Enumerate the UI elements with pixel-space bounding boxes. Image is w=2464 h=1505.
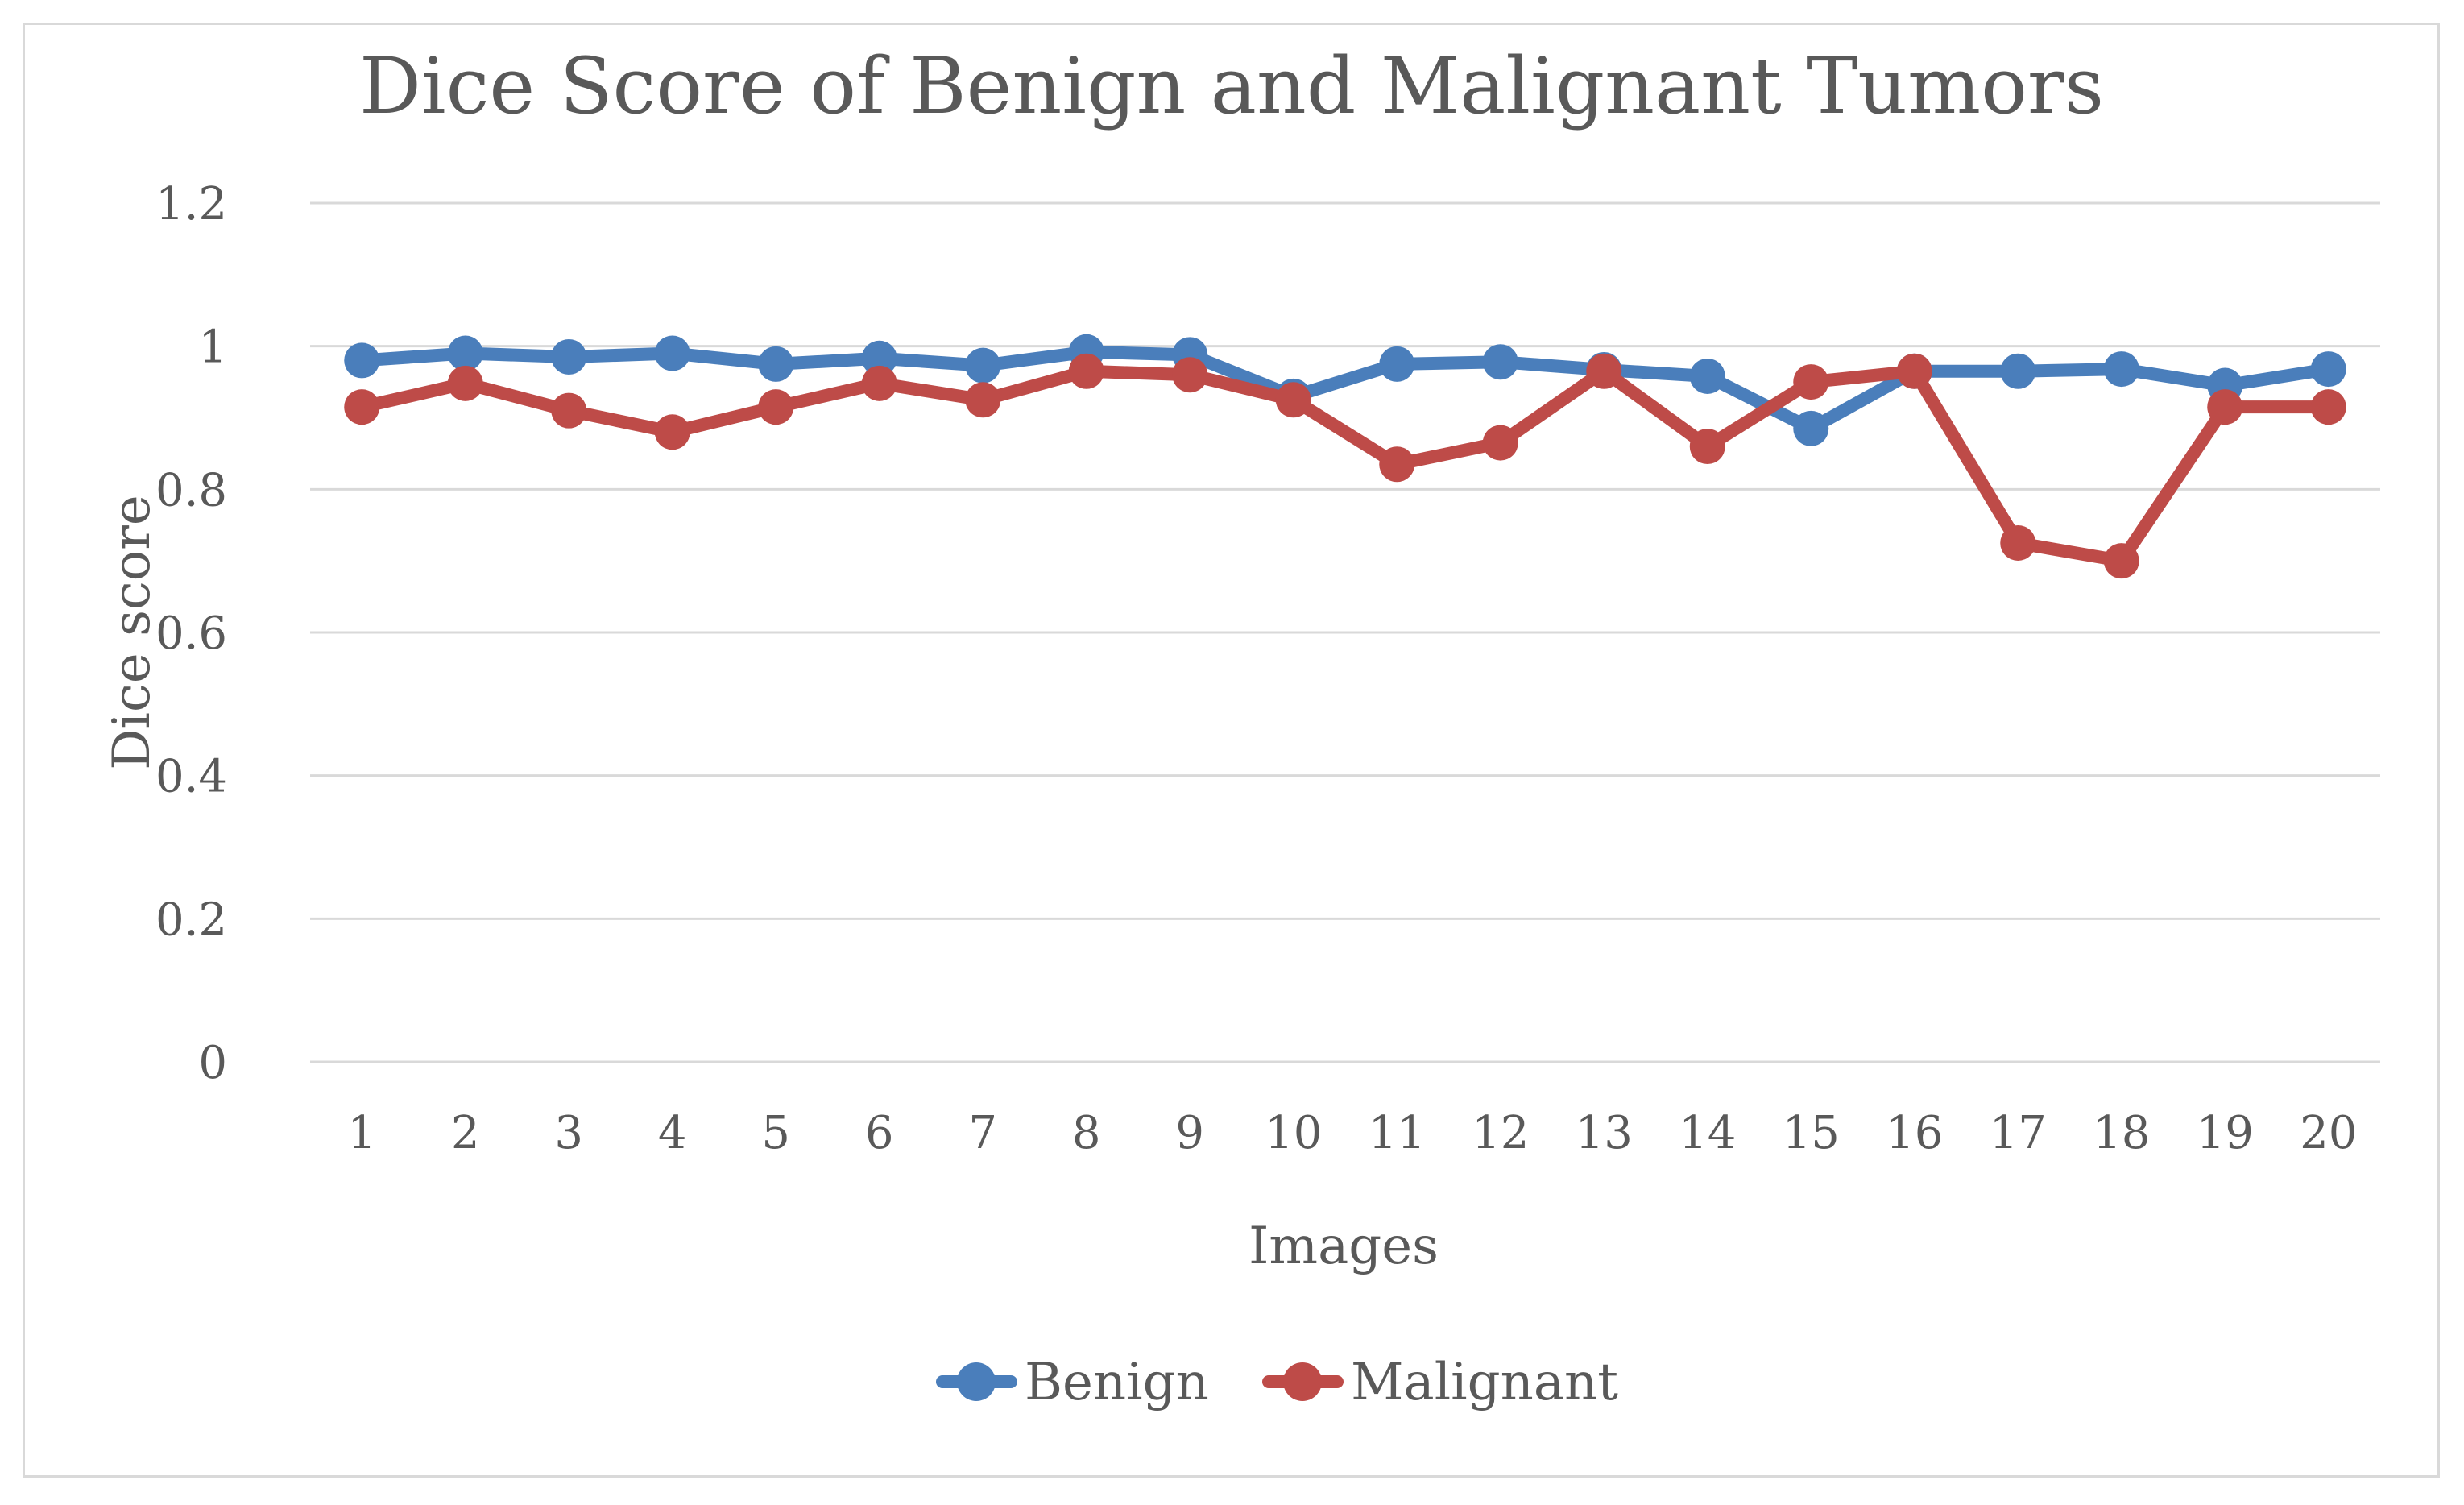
data-point-malignant [1068,353,1104,389]
x-tick-label: 13 [1576,1107,1633,1159]
x-tick-label: 20 [2300,1107,2357,1159]
legend-label: Benign [1025,1353,1209,1412]
data-point-benign [1689,358,1725,394]
legend-swatch-marker [1283,1362,1322,1401]
x-axis-title: Images [1249,1217,1439,1276]
x-tick-label: 10 [1265,1107,1322,1159]
data-point-benign [1793,410,1829,446]
data-point-benign [551,338,587,375]
data-point-malignant [1172,357,1208,393]
data-point-malignant [1586,353,1622,389]
data-point-benign [965,347,1001,384]
data-point-malignant [2103,543,2139,579]
gridlines [310,201,2380,1063]
data-point-malignant [861,365,897,401]
chart-title: Dice Score of Benign and Malignant Tumor… [359,41,2104,131]
y-tick-label: 0.8 [155,464,227,516]
data-point-benign [654,335,690,371]
x-axis-ticks: 1 2 3 4 5 6 7 8 9 10 11 12 13 14 15 16 17 18 19 20 [347,1107,2357,1159]
data-point-benign [2310,351,2346,388]
y-tick-label: 0.6 [155,607,227,660]
data-point-malignant [344,389,380,425]
data-point-malignant [1482,425,1518,461]
x-tick-label: 16 [1886,1107,1943,1159]
y-tick-label: 1.2 [155,178,227,230]
x-tick-label: 4 [658,1107,687,1159]
data-point-malignant [965,382,1001,418]
data-point-malignant [2000,524,2036,561]
y-tick-label: 1 [198,321,227,374]
data-point-benign [2000,353,2036,389]
data-point-malignant [654,414,690,450]
data-point-malignant [1275,382,1311,418]
x-tick-label: 5 [761,1107,790,1159]
series-line-malignant [355,364,2335,568]
data-point-malignant [1379,446,1415,483]
data-point-malignant [1689,429,1725,465]
data-point-benign [861,340,897,376]
data-point-malignant [447,365,483,401]
data-point-malignant [1896,353,1932,389]
data-point-malignant [551,392,587,429]
data-point-malignant [2310,389,2346,425]
series-layer [344,334,2346,579]
legend: Benign Malignant [936,1353,1618,1412]
y-tick-label: 0.4 [155,751,227,803]
data-point-benign [758,346,794,382]
chart-frame [23,23,2440,1478]
data-point-benign [447,335,483,371]
data-point-benign [2103,351,2139,388]
x-tick-label: 7 [968,1107,997,1159]
x-tick-label: 17 [1990,1107,2047,1159]
legend-item-benign: Benign [936,1353,1209,1412]
data-point-malignant [1793,364,1829,400]
legend-swatch-marker [957,1362,996,1401]
x-tick-label: 8 [1072,1107,1101,1159]
x-tick-label: 14 [1679,1107,1736,1159]
y-tick-label: 0.2 [155,893,227,946]
data-point-malignant [2207,389,2243,425]
x-tick-label: 3 [554,1107,583,1159]
series-malignant [344,353,2346,579]
x-tick-label: 15 [1783,1107,1840,1159]
y-axis-title: Dice score [102,495,162,770]
x-tick-label: 2 [451,1107,480,1159]
y-tick-label: 0 [198,1037,227,1089]
data-point-benign [1379,346,1415,382]
legend-item-malignant: Malignant [1262,1353,1618,1412]
x-tick-label: 9 [1175,1107,1204,1159]
data-point-malignant [758,389,794,425]
x-tick-label: 6 [865,1107,894,1159]
data-point-benign [1482,344,1518,380]
legend-label: Malignant [1351,1353,1618,1412]
y-axis-ticks: 0 0.2 0.4 0.6 0.8 1 1.2 [155,178,227,1089]
x-tick-label: 18 [2093,1107,2150,1159]
x-tick-label: 11 [1369,1107,1426,1159]
x-tick-label: 19 [2197,1107,2254,1159]
x-tick-label: 12 [1472,1107,1529,1159]
data-point-benign [344,342,380,379]
x-tick-label: 1 [347,1107,376,1159]
